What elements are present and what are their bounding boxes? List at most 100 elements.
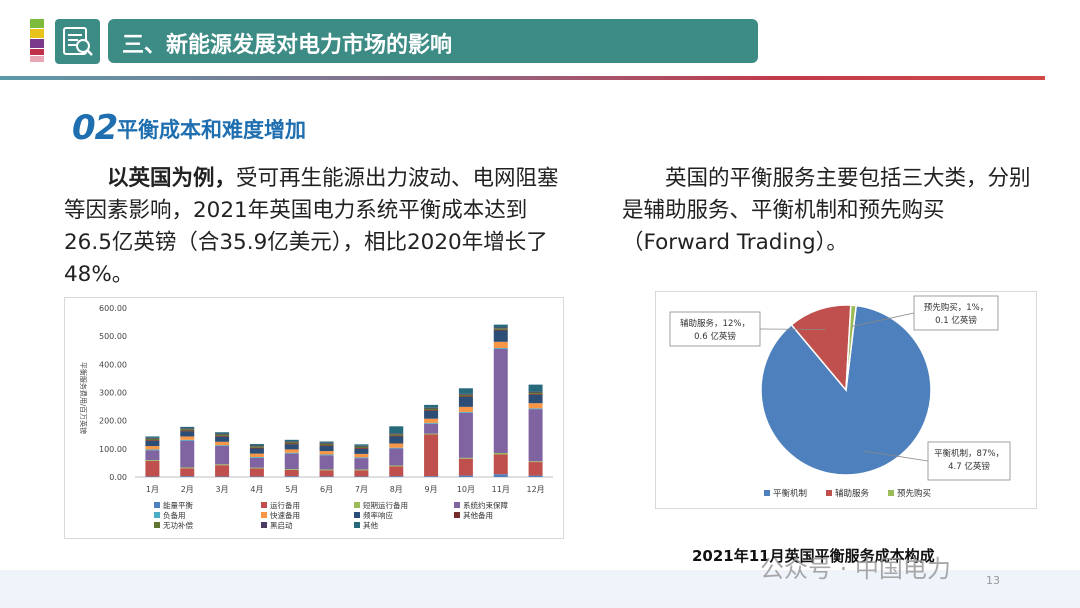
callout-leader-line <box>864 450 929 462</box>
legend-label: 快速备用 <box>270 510 300 520</box>
bar-segment <box>284 469 299 477</box>
right-paragraph: 英国的平衡服务主要包括三大类，分别是辅助服务、平衡机制和预先购买（Forward… <box>622 166 1031 255</box>
bar-segment <box>249 467 264 469</box>
legend-swatch <box>261 522 267 528</box>
bar-segment <box>458 411 473 413</box>
x-tick-label: 8月 <box>390 485 403 494</box>
bar-segment <box>215 464 230 466</box>
bar-segment <box>180 428 195 430</box>
bar-segment <box>284 476 299 477</box>
slice-label-line1: 平衡机制，87%， <box>934 448 1004 459</box>
legend-swatch <box>454 512 460 518</box>
legend-swatch <box>154 512 160 518</box>
legend-swatch <box>354 522 360 528</box>
bar-segment <box>493 341 508 348</box>
bar-segment <box>215 465 230 477</box>
legend-swatch <box>154 502 160 508</box>
x-tick-label: 5月 <box>285 485 298 494</box>
bar-segment <box>215 432 230 434</box>
slice-label-line2: 0.1 亿英镑 <box>935 315 977 326</box>
bar-segment <box>249 468 264 477</box>
legend-label: 其他备用 <box>463 510 493 520</box>
page-title: 三、新能源发展对电力市场的影响 <box>122 33 453 58</box>
slice-label-line2: 4.7 亿英镑 <box>948 461 990 472</box>
x-tick-label: 7月 <box>355 485 368 494</box>
bar-segment <box>354 447 369 449</box>
bar-segment <box>354 446 369 448</box>
y-tick-label: 200.00 <box>99 417 127 426</box>
bar-segment <box>458 388 473 394</box>
slice-label-line2: 0.6 亿英镑 <box>694 331 736 342</box>
x-tick-label: 6月 <box>320 485 333 494</box>
legend-label: 短期运行备用 <box>363 500 408 510</box>
bar-segment <box>458 406 473 412</box>
bar-segment <box>145 436 160 438</box>
bar-segment <box>215 435 230 437</box>
bar-segment <box>389 433 404 435</box>
pie-chart-caption: 2021年11月英国平衡服务成本构成 <box>692 547 935 565</box>
bar-segment <box>493 474 508 477</box>
bar-segment <box>389 426 404 434</box>
slice-label-line1: 辅助服务，12%， <box>680 318 750 329</box>
bar-segment <box>458 396 473 398</box>
legend-swatch <box>826 490 832 496</box>
bar-segment <box>249 447 264 449</box>
bar-segment <box>354 470 369 477</box>
header-divider <box>0 76 1045 80</box>
bar-segment <box>389 476 404 477</box>
bar-segment <box>284 441 299 443</box>
bar-segment <box>284 444 299 450</box>
pie-chart-svg: 平衡机制，87%， 4.7 亿英镑 辅助服务，12%， 0.6 亿英镑 预先购买，1%，… <box>669 295 1011 499</box>
watermark-text: 公众号 · 中国电力 <box>760 555 951 583</box>
legend-label: 辅助服务 <box>835 488 870 499</box>
bar-segment <box>319 443 334 446</box>
left-paragraph-body: 受可再生能源出力波动、电网阻塞等因素影响，2021年英国电力系统平衡成本达到26… <box>64 166 559 287</box>
footer-band <box>0 570 1080 608</box>
bar-segment <box>215 446 230 465</box>
bar-segment <box>145 437 160 439</box>
bar-segment <box>249 453 264 458</box>
bar-segment <box>180 430 195 432</box>
bar-segment <box>145 476 160 477</box>
bar-segment <box>319 454 334 456</box>
slice-label-line1: 预先购买，1%， <box>924 302 989 313</box>
bar-segment <box>458 394 473 397</box>
bar-segment <box>528 393 543 395</box>
legend-label: 其他 <box>363 520 378 530</box>
legend-label: 频率响应 <box>363 510 393 520</box>
legend-swatch <box>354 512 360 518</box>
bar-segment <box>389 448 404 466</box>
x-tick-label: 1月 <box>146 485 159 494</box>
bar-segment <box>145 438 160 441</box>
y-tick-label: 400.00 <box>99 360 127 369</box>
bar-segment <box>354 444 369 446</box>
bar-segment <box>319 451 334 455</box>
report-search-icon <box>55 19 100 64</box>
bar-segment <box>354 469 369 471</box>
y-tick-label: 600.00 <box>99 304 127 313</box>
pie-slice <box>790 304 852 392</box>
bar-segment <box>389 443 404 448</box>
bar-segment <box>145 460 160 477</box>
legend-swatch <box>888 490 894 496</box>
x-tick-label: 4月 <box>250 485 263 494</box>
legend-swatch <box>261 502 267 508</box>
bar-segment <box>145 440 160 441</box>
bar-segment <box>424 418 439 423</box>
left-paragraph: 以英国为例，受可再生能源出力波动、电网阻塞等因素影响，2021年英国电力系统平衡… <box>64 163 574 291</box>
bar-segment <box>319 469 334 471</box>
bar-segment <box>284 452 299 454</box>
bar-segment <box>354 458 369 470</box>
bar-segment <box>528 475 543 477</box>
bar-segment <box>249 445 264 447</box>
deco-bar-red <box>30 49 44 55</box>
bar-segment <box>389 466 404 477</box>
bar-segment <box>424 434 439 477</box>
legend-label: 负备用 <box>163 510 186 520</box>
bar-segment <box>180 431 195 437</box>
bar-segment <box>319 470 334 477</box>
bar-segment <box>458 475 473 477</box>
bar-segment <box>424 423 439 434</box>
bar-segment <box>354 476 369 477</box>
bar-segment <box>215 476 230 477</box>
